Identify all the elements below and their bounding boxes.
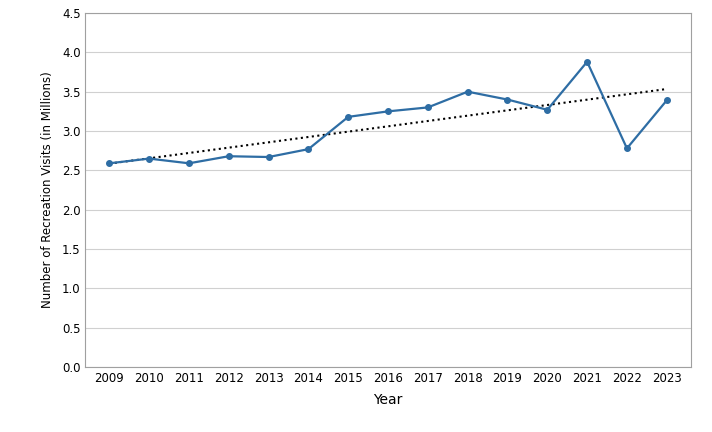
Y-axis label: Number of Recreation Visits (in Millions): Number of Recreation Visits (in Millions… bbox=[41, 72, 53, 308]
X-axis label: Year: Year bbox=[373, 394, 403, 407]
